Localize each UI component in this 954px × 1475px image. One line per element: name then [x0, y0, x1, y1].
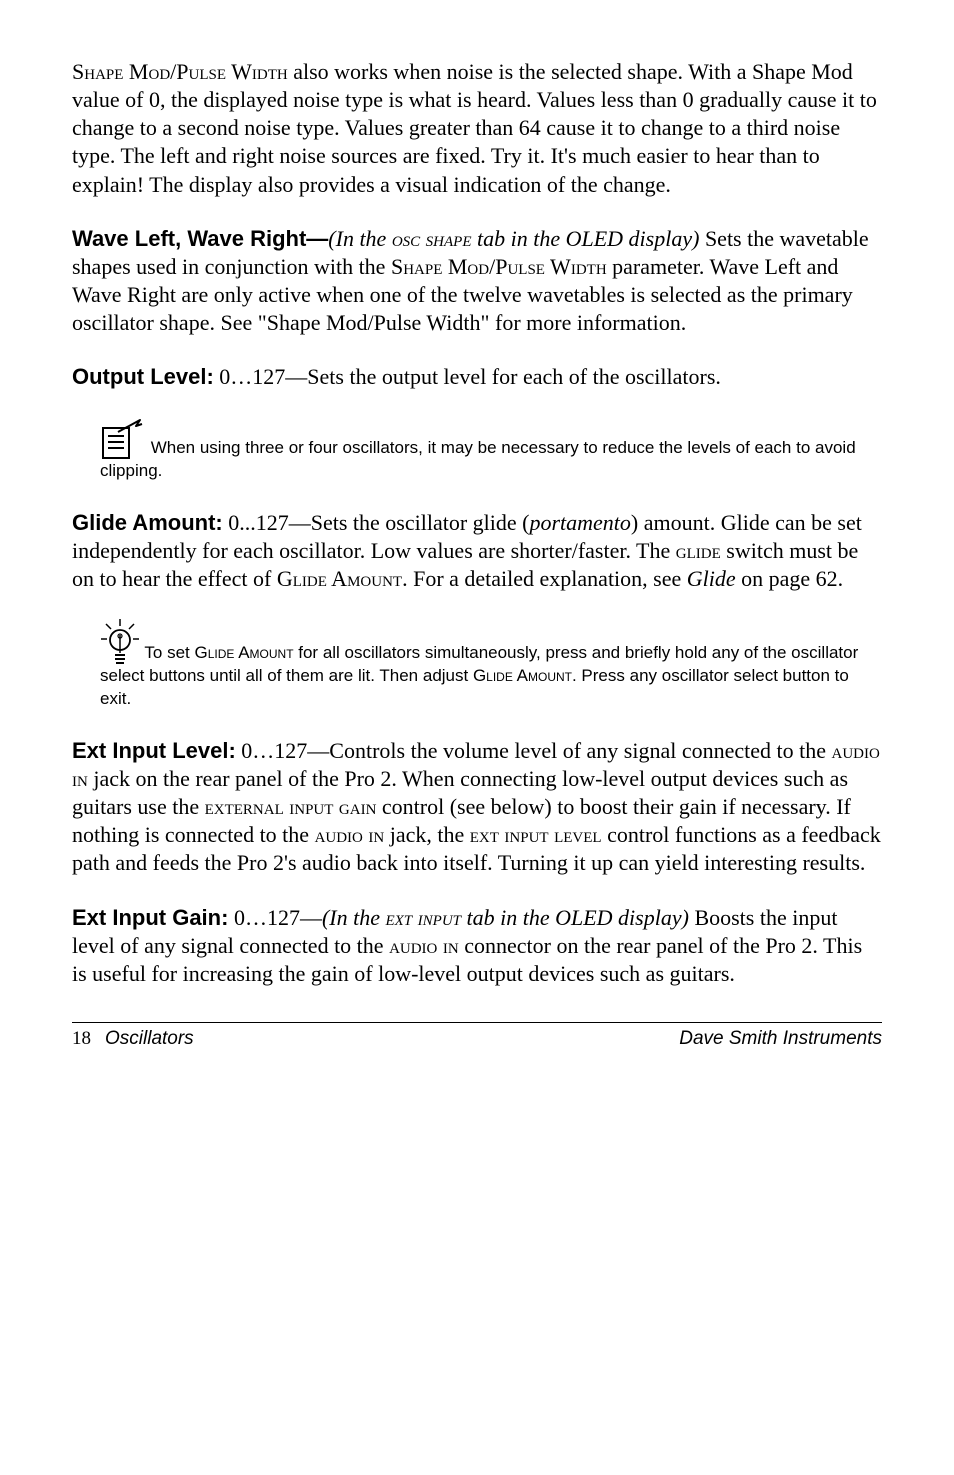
tip-text: A	[234, 643, 249, 662]
page-number: 18	[72, 1028, 91, 1049]
section-name: Oscillators	[105, 1028, 194, 1049]
text: Sets the output level for each of the os…	[307, 364, 721, 389]
param-range: 0…127—	[236, 738, 330, 763]
text: audio in	[389, 933, 459, 958]
tip-text: A	[513, 666, 528, 685]
note-text: When using three or four oscillators, it…	[100, 438, 856, 480]
paragraph-shape-mod-noise: Shape Mod/Pulse Width also works when no…	[72, 58, 882, 199]
text: W	[226, 59, 252, 84]
footer-left: 18 Oscillators	[72, 1027, 194, 1051]
text: (In the	[322, 905, 386, 930]
text: ext input	[385, 905, 461, 930]
text: idth	[571, 254, 607, 279]
text: ulse	[189, 59, 227, 84]
param-range: 0…127—	[228, 905, 322, 930]
text: audio in	[315, 822, 385, 847]
text: od	[467, 254, 489, 279]
text: ext input level	[470, 822, 602, 847]
paragraph-ext-input-gain: Ext Input Gain: 0…127—(In the ext input …	[72, 904, 882, 988]
tip-text: To set G	[140, 643, 208, 662]
text: jack, the	[384, 822, 470, 847]
tip-glide-all: To set Glide Amount for all oscillators …	[100, 619, 882, 711]
text: S	[72, 59, 84, 84]
text: ulse	[507, 254, 545, 279]
paragraph-output-level: Output Level: 0…127—Sets the output leve…	[72, 363, 882, 391]
text: on page 62.	[736, 566, 844, 591]
text: M	[442, 254, 467, 279]
lightbulb-icon	[100, 619, 140, 665]
text: hape	[84, 59, 123, 84]
param-label: Ext Input Gain:	[72, 905, 228, 930]
text: tab in the OLED display)	[461, 905, 689, 930]
note-clipping: When using three or four oscillators, it…	[100, 418, 882, 483]
text: glide	[676, 538, 721, 563]
param-label: Glide Amount:	[72, 510, 223, 535]
paragraph-wave-left-right: Wave Left, Wave Right—(In the osc shape …	[72, 225, 882, 338]
tip-text: lide	[208, 643, 235, 662]
note-icon	[100, 418, 146, 460]
tip-text: lide	[486, 666, 513, 685]
paragraph-glide-amount: Glide Amount: 0...127—Sets the oscillato…	[72, 509, 882, 593]
text: Controls the volume level of any signal …	[329, 738, 831, 763]
text: hape	[403, 254, 442, 279]
paragraph-ext-input-level: Ext Input Level: 0…127—Controls the volu…	[72, 737, 882, 878]
text: (In the	[328, 226, 392, 251]
text: Glide	[687, 566, 736, 591]
param-label: Ext Input Level:	[72, 738, 236, 763]
text: osc shape	[392, 226, 472, 251]
tip-text: mount	[250, 643, 294, 662]
param-range: 0...127	[223, 510, 289, 535]
text: mount	[347, 566, 402, 591]
text: external input gain	[205, 794, 377, 819]
text: W	[545, 254, 571, 279]
text: A	[327, 566, 347, 591]
text: M	[123, 59, 148, 84]
text: . For a detailed explanation, see	[402, 566, 687, 591]
tip-text: mount	[528, 666, 572, 685]
text: /P	[489, 254, 507, 279]
param-label: Wave Left, Wave Right—	[72, 226, 328, 251]
text: portamento	[529, 510, 630, 535]
text: lide	[293, 566, 327, 591]
text: /P	[170, 59, 188, 84]
param-range: 0…127—	[214, 364, 308, 389]
footer-brand: Dave Smith Instruments	[679, 1027, 882, 1051]
text: idth	[252, 59, 288, 84]
param-label: Output Level:	[72, 364, 214, 389]
text: —Sets the oscillator glide (	[289, 510, 530, 535]
text: od	[148, 59, 170, 84]
text: tab in the OLED display)	[472, 226, 700, 251]
page-footer: 18 Oscillators Dave Smith Instruments	[72, 1022, 882, 1051]
